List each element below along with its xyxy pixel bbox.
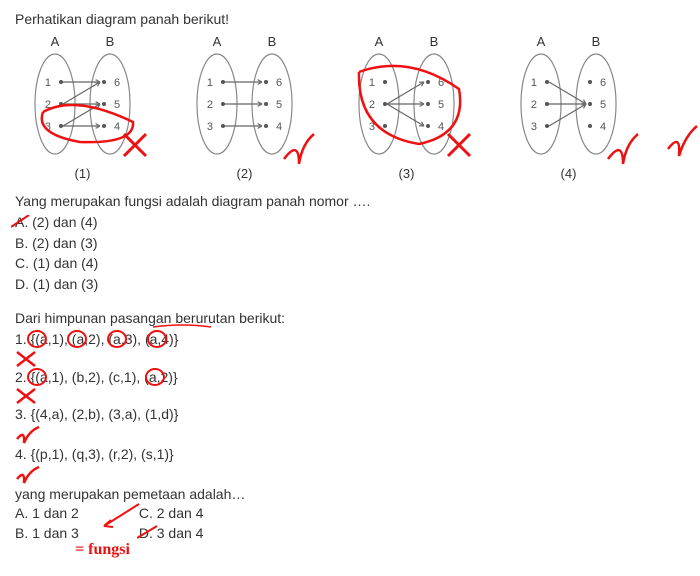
svg-text:5: 5 — [114, 99, 120, 111]
svg-text:(4): (4) — [561, 166, 577, 181]
q2-opt-b: B. 1 dan 3 — [15, 524, 79, 544]
instruction-text: Perhatikan diagram panah berikut! — [15, 10, 685, 30]
strike-icon — [11, 215, 31, 229]
svg-text:(3): (3) — [399, 166, 415, 181]
svg-text:6: 6 — [276, 77, 282, 89]
arrow-diagram-4: A B 1 2 3 6 5 4 (4) — [501, 34, 651, 184]
svg-text:4: 4 — [438, 121, 444, 133]
svg-text:A: A — [213, 34, 222, 49]
q1-opt-a: A. (2) dan (4) — [15, 213, 685, 233]
svg-text:3: 3 — [531, 121, 537, 133]
handwritten-mark-icon — [663, 34, 700, 184]
svg-text:1: 1 — [207, 77, 213, 89]
arrow-diagram-2: A B 1 2 3 6 5 4 (2) — [177, 34, 327, 184]
svg-text:4: 4 — [600, 121, 606, 133]
svg-text:6: 6 — [600, 77, 606, 89]
q1-opt-c: C. (1) dan (4) — [15, 254, 685, 274]
svg-text:4: 4 — [114, 121, 120, 133]
svg-text:A: A — [51, 34, 60, 49]
q2-item: 3. {(4,a), (2,b), (3,a), (1,d)} — [15, 405, 685, 445]
handwritten-fungsi: = fungsi — [75, 539, 700, 561]
q2-block: Dari himpunan pasangan berurutan berikut… — [15, 309, 685, 566]
svg-text:2: 2 — [531, 99, 537, 111]
svg-text:3: 3 — [207, 121, 213, 133]
q2-item: 2. {(a,1), (b,2), (c,1), (a,2)} — [15, 368, 685, 406]
svg-text:1: 1 — [531, 77, 537, 89]
svg-text:B: B — [592, 34, 601, 49]
arrow-diagram-3: AB123654(3) — [339, 34, 489, 184]
check-mark-icon — [15, 465, 41, 485]
svg-text:1: 1 — [369, 77, 375, 89]
svg-text:2: 2 — [207, 99, 213, 111]
q1-options: A. (2) dan (4) B. (2) dan (3) C. (1) dan… — [15, 213, 685, 294]
svg-text:A: A — [375, 34, 384, 49]
q1-stem: Yang merupakan fungsi adalah diagram pan… — [15, 192, 685, 212]
svg-text:2: 2 — [369, 99, 375, 111]
q2-stem: Dari himpunan pasangan berurutan berikut… — [15, 309, 685, 329]
svg-text:1: 1 — [45, 77, 51, 89]
q2-opt-a: A. 1 dan 2 — [15, 504, 79, 524]
q2-item: 1. {(a,1), (a,2), (a,3), (a,4)} — [15, 330, 685, 368]
diagram-row: AB123654(1)AB123654(2)AB123654(3)AB12365… — [15, 34, 685, 184]
q1-opt-b: B. (2) dan (3) — [15, 234, 685, 254]
svg-text:B: B — [268, 34, 277, 49]
q2-item: 4. {(p,1), (q,3), (r,2), (s,1)} — [15, 445, 685, 485]
x-mark-icon — [15, 350, 39, 368]
arrow-annotation-icon — [99, 502, 144, 532]
svg-text:B: B — [430, 34, 439, 49]
arrow-diagram-1: AB123654(1) — [15, 34, 165, 184]
x-mark-icon — [15, 387, 39, 405]
q2-opt-c: C. 2 dan 4 — [139, 504, 204, 524]
svg-text:A: A — [537, 34, 546, 49]
svg-text:B: B — [106, 34, 115, 49]
svg-text:4: 4 — [276, 121, 282, 133]
check-mark-icon — [15, 425, 41, 445]
svg-text:5: 5 — [600, 99, 606, 111]
svg-text:5: 5 — [276, 99, 282, 111]
svg-text:(2): (2) — [237, 166, 253, 181]
q1-opt-d: D. (1) dan (3) — [15, 275, 685, 295]
svg-text:6: 6 — [114, 77, 120, 89]
svg-text:(1): (1) — [75, 166, 91, 181]
svg-text:5: 5 — [438, 99, 444, 111]
